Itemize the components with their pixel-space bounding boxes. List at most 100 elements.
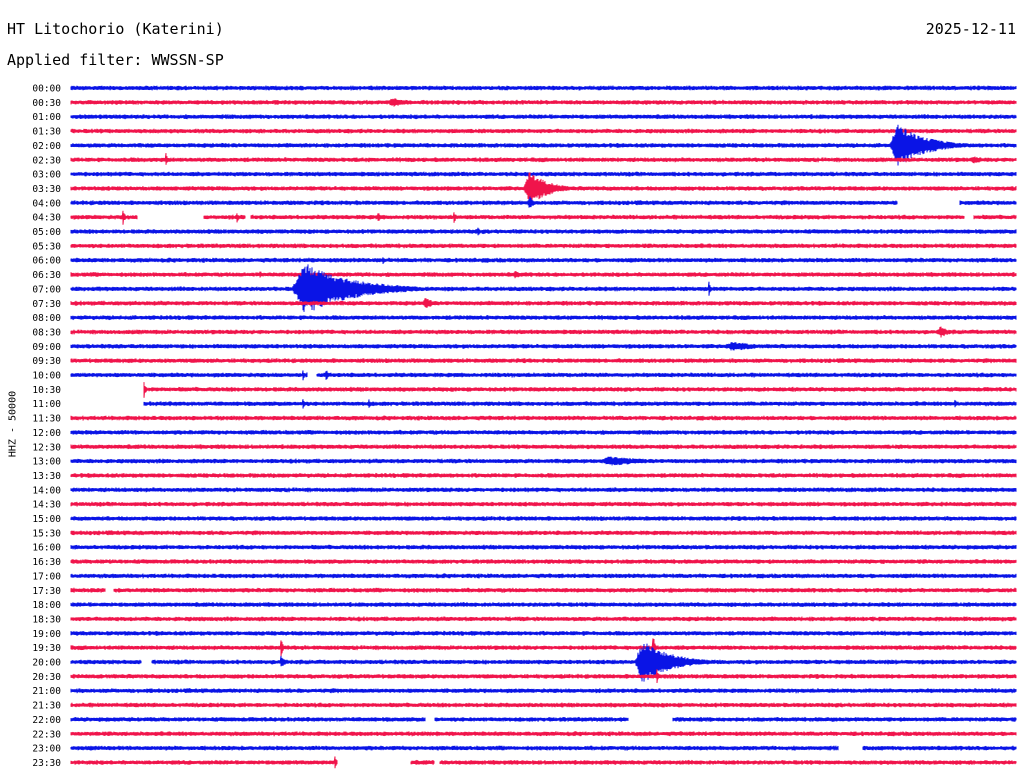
trace-row-1300 <box>70 456 1017 466</box>
time-tick-label: 17:00 <box>32 571 61 582</box>
time-tick-label: 14:30 <box>32 500 61 511</box>
trace-row-1400 <box>70 487 1017 493</box>
time-tick-label: 13:00 <box>32 457 61 468</box>
time-tick-label: 08:00 <box>32 313 61 324</box>
time-tick-label: 16:30 <box>32 557 61 568</box>
trace-row-2000 <box>70 643 1017 682</box>
trace-row-1500 <box>70 515 1017 522</box>
trace-row-2230 <box>70 731 1017 737</box>
time-tick-label: 22:30 <box>32 729 61 740</box>
trace-row-1730 <box>70 587 1017 593</box>
time-tick-label: 07:30 <box>32 299 61 310</box>
trace-row-1100 <box>143 399 1017 409</box>
trace-row-0430 <box>70 210 1017 225</box>
trace-row-1800 <box>70 601 1017 608</box>
time-tick-label: 08:30 <box>32 327 61 338</box>
time-tick-label: 09:00 <box>32 342 61 353</box>
trace-row-0230 <box>70 153 1017 165</box>
trace-row-0100 <box>70 114 1017 120</box>
time-tick-label: 18:30 <box>32 614 61 625</box>
trace-row-1430 <box>70 501 1017 507</box>
filter-label: Applied filter: WWSSN-SP <box>7 51 224 69</box>
trace-row-1600 <box>70 544 1017 550</box>
time-tick-label: 06:00 <box>32 256 61 267</box>
time-tick-label: 00:30 <box>32 98 61 109</box>
time-tick-label: 19:30 <box>32 643 61 654</box>
trace-row-0930 <box>70 358 1017 364</box>
time-tick-label: 01:00 <box>32 112 61 123</box>
time-tick-label: 13:30 <box>32 471 61 482</box>
time-tick-label: 20:30 <box>32 672 61 683</box>
time-tick-label: 12:30 <box>32 442 61 453</box>
time-tick-label: 01:30 <box>32 127 61 138</box>
time-tick-label: 21:00 <box>32 686 61 697</box>
time-tick-label: 03:30 <box>32 184 61 195</box>
trace-row-2330 <box>70 756 1017 769</box>
trace-row-2130 <box>70 702 1017 708</box>
time-tick-label: 02:00 <box>32 141 61 152</box>
trace-row-1700 <box>70 573 1017 579</box>
time-tick-label: 20:00 <box>32 658 61 669</box>
time-tick-label: 23:30 <box>32 758 61 769</box>
trace-row-1000 <box>70 370 1017 381</box>
trace-row-0330 <box>70 172 1017 206</box>
trace-row-0000 <box>70 85 1017 91</box>
time-tick-label: 09:30 <box>32 356 61 367</box>
time-tick-labels: 00:00 00:30 01:00 01:30 02:00 02:30 03:00 03:30… <box>32 84 61 769</box>
trace-row-0700 <box>70 264 1017 312</box>
station-title: HT Litochorio (Katerini) <box>7 20 224 38</box>
trace-row-0300 <box>70 171 1017 177</box>
time-tick-label: 12:00 <box>32 428 61 439</box>
trace-row-2300 <box>70 745 1017 751</box>
time-tick-label: 04:00 <box>32 198 61 209</box>
trace-row-2100 <box>70 688 1017 694</box>
trace-group <box>70 85 1017 769</box>
trace-row-0900 <box>70 341 1017 351</box>
trace-row-0630 <box>70 271 1017 279</box>
time-tick-label: 00:00 <box>32 84 61 95</box>
trace-row-0800 <box>70 314 1017 321</box>
time-tick-label: 11:30 <box>32 414 61 425</box>
time-tick-label: 15:00 <box>32 514 61 525</box>
trace-row-2030 <box>70 669 1017 684</box>
time-tick-label: 07:00 <box>32 284 61 295</box>
time-tick-label: 21:30 <box>32 701 61 712</box>
trace-row-1630 <box>70 558 1017 565</box>
time-tick-label: 23:00 <box>32 744 61 755</box>
trace-row-1330 <box>70 472 1017 479</box>
trace-row-1130 <box>70 415 1017 421</box>
trace-row-0730 <box>70 298 1017 308</box>
trace-row-2200 <box>70 716 1017 723</box>
time-tick-label: 05:00 <box>32 227 61 238</box>
time-tick-label: 04:30 <box>32 213 61 224</box>
trace-row-0500 <box>70 227 1017 236</box>
trace-row-1900 <box>70 630 1017 636</box>
time-tick-label: 18:00 <box>32 600 61 611</box>
trace-row-1030 <box>143 382 1017 398</box>
date-label: 2025-12-11 <box>925 20 1016 38</box>
trace-row-0030 <box>70 98 1017 107</box>
time-tick-label: 22:00 <box>32 715 61 726</box>
trace-row-1200 <box>70 429 1017 436</box>
time-tick-label: 14:00 <box>32 485 61 496</box>
time-tick-label: 11:00 <box>32 399 61 410</box>
trace-row-0130 <box>70 128 1017 134</box>
trace-row-0830 <box>70 326 1017 338</box>
time-tick-label: 02:30 <box>32 155 61 166</box>
time-tick-label: 19:00 <box>32 629 61 640</box>
time-tick-label: 15:30 <box>32 528 61 539</box>
trace-row-0600 <box>70 257 1017 264</box>
time-tick-label: 05:30 <box>32 241 61 252</box>
trace-row-0400 <box>70 196 1017 208</box>
trace-row-1530 <box>70 530 1017 536</box>
time-tick-label: 06:30 <box>32 270 61 281</box>
trace-row-0200 <box>70 124 1017 166</box>
time-tick-label: 16:00 <box>32 543 61 554</box>
trace-row-1230 <box>70 444 1017 450</box>
time-tick-label: 10:30 <box>32 385 61 396</box>
trace-row-1830 <box>70 616 1017 622</box>
time-tick-label: 17:30 <box>32 586 61 597</box>
time-tick-label: 10:00 <box>32 371 61 382</box>
trace-row-0530 <box>70 243 1017 249</box>
